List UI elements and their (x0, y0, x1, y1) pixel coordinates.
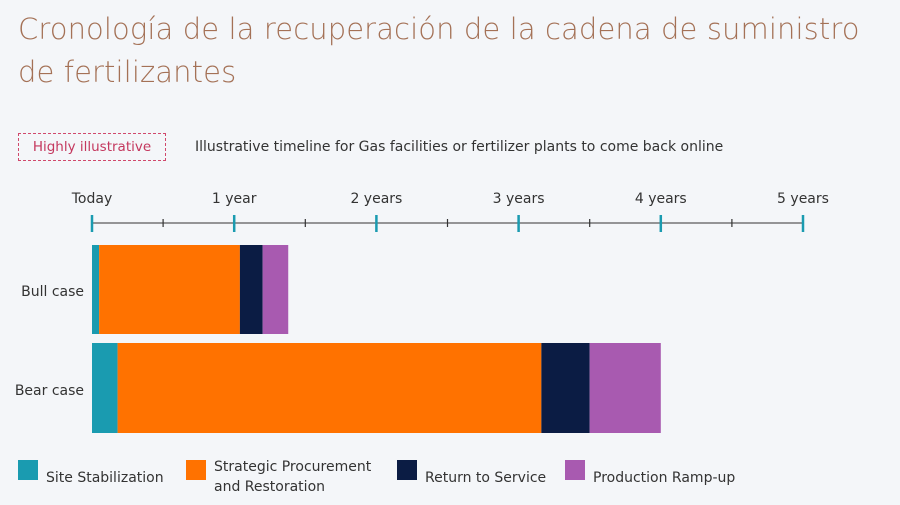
x-tick-label: 1 year (212, 191, 257, 207)
bar-segment-return-to-service (541, 343, 590, 433)
bar-segment-site-stabilization (92, 245, 100, 334)
bar-segment-strategic-procurement-and-restoration (99, 245, 240, 334)
legend-label-return-to-service: Return to Service (425, 470, 547, 486)
category-label: Bear case (15, 383, 84, 399)
legend-label-production-ramp-up: Production Ramp-up (593, 470, 736, 486)
bar-segment-strategic-procurement-and-restoration (117, 343, 542, 433)
legend-item-strategic-procurement: Strategic Procurement and Restoration (186, 457, 371, 497)
legend-label-strategic-procurement-line2: and Restoration (214, 479, 326, 495)
chart-title: Cronología de la recuperación de la cade… (18, 12, 860, 89)
legend-swatch-site-stabilization (18, 460, 38, 480)
bar-segment-site-stabilization (92, 343, 118, 433)
legend-label-strategic-procurement-line1: Strategic Procurement (214, 459, 372, 475)
legend: Site Stabilization Strategic Procurement… (18, 457, 888, 501)
category-label: Bull case (21, 284, 84, 300)
legend-swatch-production-ramp-up (565, 460, 585, 480)
bar-segment-return-to-service (239, 245, 263, 334)
x-tick-label: 4 years (635, 191, 687, 207)
legend-swatch-return-to-service (397, 460, 417, 480)
x-tick-label: 2 years (350, 191, 402, 207)
bar-segment-production-ramp-up (262, 245, 289, 334)
x-tick-label: Today (71, 191, 113, 207)
chart-subtitle: Illustrative timeline for Gas facilities… (195, 139, 724, 155)
legend-item-site-stabilization: Site Stabilization (18, 457, 164, 488)
legend-item-return-to-service: Return to Service (397, 457, 546, 488)
legend-swatch-strategic-procurement (186, 460, 206, 480)
x-tick-label: 3 years (493, 191, 545, 207)
legend-item-production-ramp-up: Production Ramp-up (565, 457, 735, 488)
highly-illustrative-tag: Highly illustrative (18, 133, 166, 161)
bar-segment-production-ramp-up (589, 343, 661, 433)
x-tick-label: 5 years (777, 191, 829, 207)
legend-label-site-stabilization: Site Stabilization (46, 470, 164, 486)
